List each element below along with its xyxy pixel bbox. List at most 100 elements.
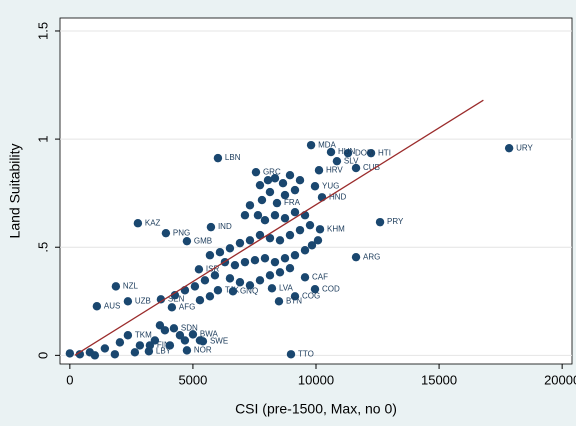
point	[265, 187, 275, 197]
point	[307, 241, 317, 250]
point-label: HRV	[326, 165, 343, 174]
point	[123, 297, 133, 306]
point	[280, 190, 290, 200]
point	[195, 296, 205, 305]
point	[213, 153, 223, 163]
point-label: LBY	[156, 346, 172, 355]
point	[205, 292, 215, 301]
point	[115, 338, 125, 347]
point	[133, 219, 143, 228]
point	[182, 236, 192, 246]
point	[315, 225, 325, 234]
point-label: HUN	[338, 147, 356, 156]
point	[100, 344, 110, 353]
point-label: GNQ	[240, 286, 258, 295]
point	[366, 148, 376, 158]
point-label: HTI	[378, 148, 391, 157]
point	[111, 282, 121, 291]
point	[375, 217, 385, 227]
point-label: CAF	[312, 272, 328, 281]
point-label: TTO	[298, 349, 314, 358]
point	[310, 182, 320, 191]
point-label: KHM	[327, 224, 345, 233]
point	[290, 207, 300, 217]
point	[165, 341, 175, 350]
y-tick-label: 1	[35, 135, 50, 142]
point	[92, 302, 102, 311]
point	[290, 185, 300, 195]
point-label: LBN	[225, 153, 241, 162]
y-axis-title: Land Suitability	[7, 144, 23, 239]
point	[326, 147, 336, 157]
point	[190, 282, 200, 291]
point	[253, 211, 263, 220]
point	[260, 215, 270, 225]
point-label: FIN	[157, 341, 170, 350]
point	[167, 303, 177, 312]
x-axis-title: CSI (pre-1500, Max, no 0)	[235, 401, 397, 417]
point-label: GRC	[263, 167, 281, 176]
x-tick-label: 5000	[178, 372, 207, 387]
point	[310, 284, 320, 294]
point	[245, 236, 255, 245]
point-label: LVA	[279, 283, 294, 292]
point-label: UZB	[135, 296, 151, 305]
point	[270, 257, 280, 267]
point	[235, 238, 245, 248]
point	[295, 225, 305, 235]
point	[306, 140, 316, 150]
point	[75, 350, 85, 359]
point	[182, 346, 192, 355]
point	[285, 230, 295, 240]
point	[135, 341, 145, 350]
point	[180, 336, 190, 345]
point-label: SDN	[181, 323, 198, 332]
point-label: FRA	[284, 198, 301, 207]
point	[251, 167, 261, 177]
point	[200, 276, 210, 285]
point-label: URY	[516, 143, 533, 152]
x-tick-label: 15000	[421, 372, 457, 387]
point	[300, 273, 310, 282]
point	[314, 166, 324, 175]
point	[290, 292, 300, 301]
point	[90, 351, 100, 360]
point	[285, 264, 295, 273]
point-label: HND	[329, 192, 347, 201]
y-tick-label: 1.5	[35, 22, 50, 40]
point	[65, 349, 75, 358]
point	[504, 143, 514, 153]
point	[245, 281, 255, 290]
point-label: AFG	[179, 302, 195, 311]
point	[255, 180, 265, 190]
point-label: PNG	[173, 228, 190, 237]
point	[257, 195, 267, 205]
point	[290, 251, 300, 260]
point	[280, 254, 290, 263]
point	[240, 257, 250, 267]
point	[215, 247, 225, 257]
point	[265, 233, 275, 243]
point	[255, 276, 265, 285]
fit-line	[74, 99, 484, 356]
point	[175, 331, 185, 340]
point	[150, 336, 160, 345]
point	[275, 236, 285, 245]
point	[213, 286, 223, 295]
point	[332, 156, 342, 166]
point	[169, 324, 179, 333]
point	[313, 236, 323, 245]
point	[156, 295, 166, 304]
point-label: BWA	[200, 329, 219, 338]
point	[275, 268, 285, 277]
point	[270, 211, 280, 220]
point	[255, 230, 265, 240]
point-label: SWE	[210, 336, 228, 345]
point	[160, 326, 170, 335]
point	[130, 348, 140, 357]
point	[210, 271, 220, 280]
point	[295, 175, 305, 185]
point	[205, 251, 215, 260]
